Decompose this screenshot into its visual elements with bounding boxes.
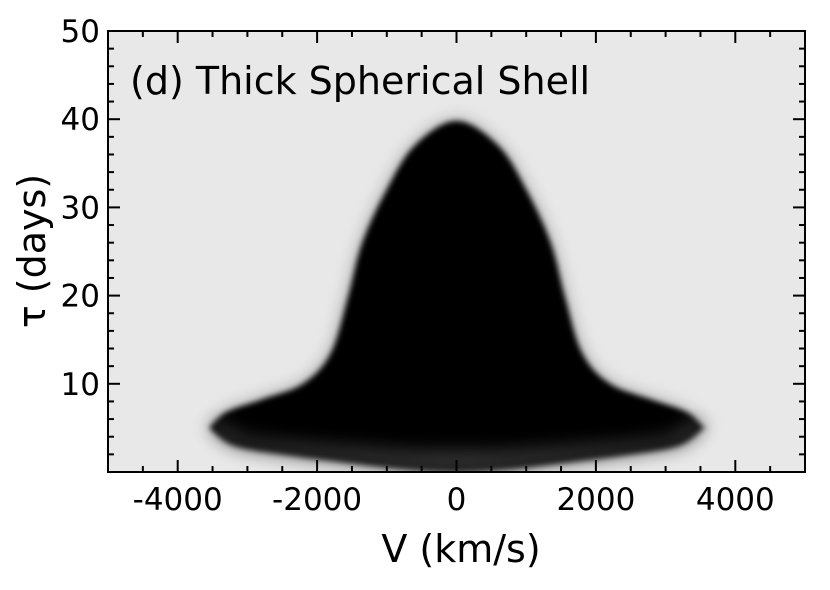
x-tick-label: 0 [447, 482, 467, 518]
y-tick-label: 50 [61, 14, 100, 50]
x-tick-label: -2000 [272, 482, 362, 518]
axis-ticks [107, 30, 806, 473]
x-tick-label: 2000 [556, 482, 635, 518]
x-tick-labels: -4000 -2000 0 2000 4000 [133, 482, 775, 518]
density-map [209, 121, 707, 472]
y-tick-labels: 10 20 30 40 50 [61, 14, 100, 403]
x-axis-label: V (km/s) [381, 527, 540, 571]
density-envelope [209, 121, 707, 472]
x-tick-label: -4000 [133, 482, 223, 518]
y-tick-label: 20 [61, 279, 100, 315]
density-lower-rim [209, 419, 705, 472]
y-tick-label: 40 [61, 102, 100, 138]
y-tick-label: 10 [61, 367, 100, 403]
chart-title: (d) Thick Spherical Shell [130, 59, 590, 103]
x-tick-label: 4000 [696, 482, 775, 518]
y-axis-label: τ (days) [10, 174, 54, 328]
y-tick-label: 30 [61, 190, 100, 226]
